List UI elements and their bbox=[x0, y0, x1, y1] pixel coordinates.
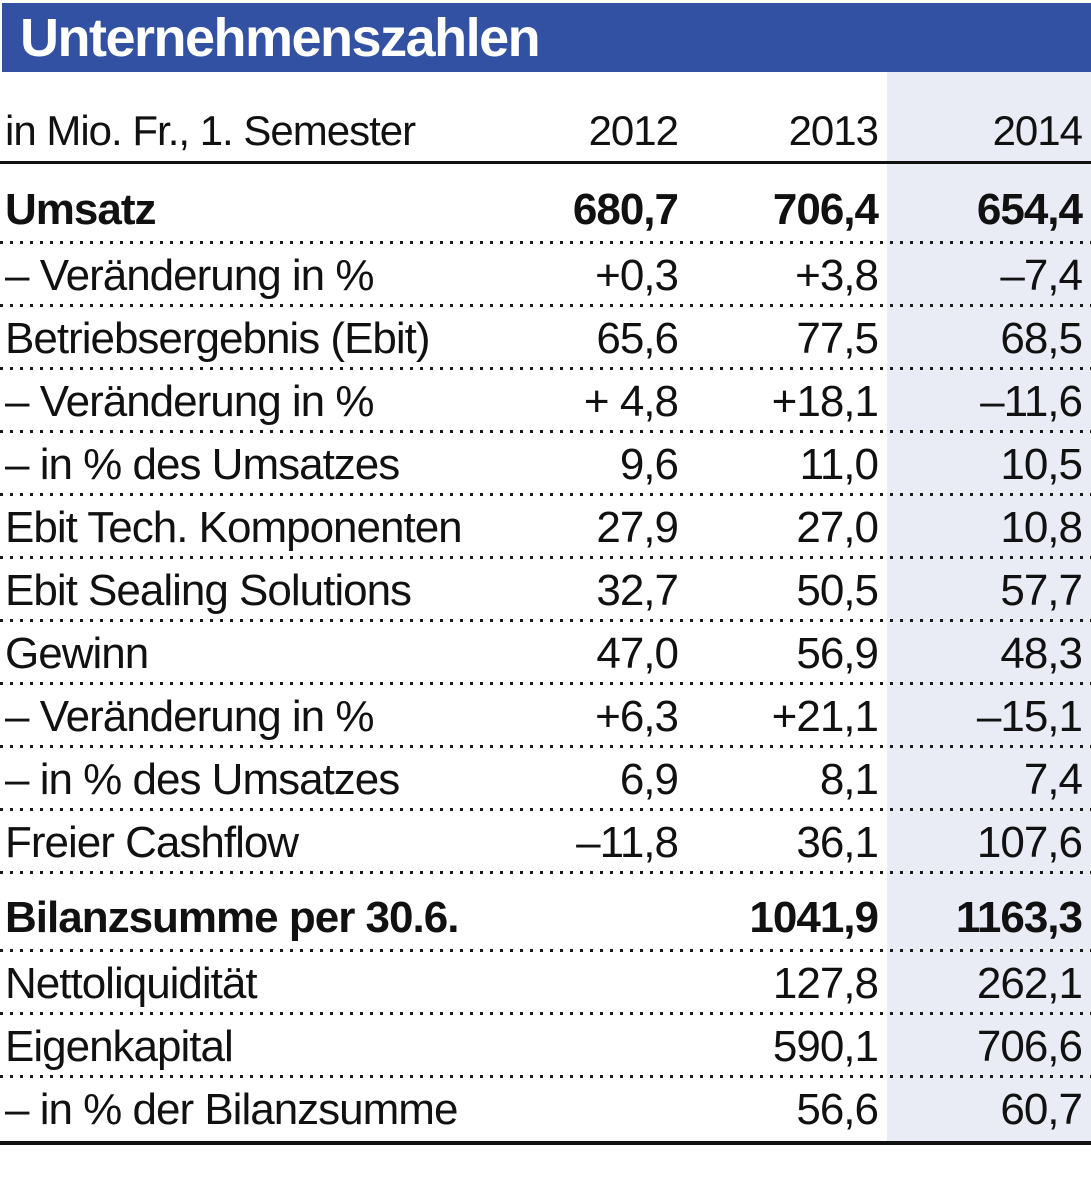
value-2013: 36,1 bbox=[796, 817, 879, 867]
value-2013: +3,8 bbox=[795, 250, 879, 300]
table-header-row: in Mio. Fr., 1. Semester 2012 2013 2014 bbox=[0, 72, 1091, 164]
row-label: – in % des Umsatzes bbox=[5, 754, 400, 804]
row-label: Eigenkapital bbox=[5, 1021, 234, 1071]
row-label: Ebit Sealing Solutions bbox=[5, 565, 412, 615]
unit-label: in Mio. Fr., 1. Semester bbox=[5, 107, 416, 154]
table-row: – in % des Umsatzes 9,6 11,0 10,5 bbox=[0, 433, 1091, 496]
financial-table: in Mio. Fr., 1. Semester 2012 2013 2014 … bbox=[0, 72, 1091, 1145]
table-row: – in % des Umsatzes 6,9 8,1 7,4 bbox=[0, 748, 1091, 811]
table-row: Nettoliquidität 127,8 262,1 bbox=[0, 952, 1091, 1015]
row-label: Umsatz bbox=[5, 185, 157, 234]
table-row: – in % der Bilanzsumme 56,6 60,7 bbox=[0, 1078, 1091, 1141]
row-label: – Veränderung in % bbox=[5, 691, 375, 741]
value-2014: 107,6 bbox=[976, 817, 1083, 867]
value-2013: 11,0 bbox=[799, 439, 879, 489]
value-2014: 706,6 bbox=[976, 1021, 1083, 1071]
value-2012: 680,7 bbox=[572, 185, 679, 234]
table-row: Ebit Sealing Solutions 32,7 50,5 57,7 bbox=[0, 559, 1091, 622]
value-2014: 60,7 bbox=[1000, 1084, 1083, 1134]
value-2012 bbox=[487, 940, 687, 952]
year-header-2013: 2013 bbox=[788, 107, 879, 154]
table-row: Freier Cashflow –11,8 36,1 107,6 bbox=[0, 811, 1091, 874]
table-row: Betriebsergebnis (Ebit) 65,6 77,5 68,5 bbox=[0, 307, 1091, 370]
value-2013: 56,9 bbox=[796, 628, 879, 678]
value-2014: 68,5 bbox=[1000, 313, 1083, 363]
value-2014: 654,4 bbox=[976, 185, 1083, 234]
table-row: Gewinn 47,0 56,9 48,3 bbox=[0, 622, 1091, 685]
row-label: Freier Cashflow bbox=[5, 817, 299, 867]
row-label: Nettoliquidität bbox=[5, 958, 258, 1008]
value-2012: 9,6 bbox=[619, 439, 679, 489]
row-label: Bilanzsumme per 30.6. bbox=[5, 893, 459, 942]
table-body: Umsatz 680,7 706,4 654,4 – Veränderung i… bbox=[0, 164, 1091, 1141]
value-2012: 65,6 bbox=[596, 313, 679, 363]
value-2012: + 4,8 bbox=[583, 376, 679, 426]
highlight-column-2014 bbox=[887, 72, 1091, 1141]
table-row: Ebit Tech. Komponenten 27,9 27,0 10,8 bbox=[0, 496, 1091, 559]
row-label: – Veränderung in % bbox=[5, 250, 375, 300]
row-label: Betriebsergebnis (Ebit) bbox=[5, 313, 431, 363]
value-2012: 32,7 bbox=[596, 565, 679, 615]
value-2014: –15,1 bbox=[976, 691, 1083, 741]
value-2012: 6,9 bbox=[619, 754, 679, 804]
value-2014: 10,5 bbox=[1000, 439, 1083, 489]
row-label: Gewinn bbox=[5, 628, 149, 678]
value-2012: 27,9 bbox=[596, 502, 679, 552]
row-label: – Veränderung in % bbox=[5, 376, 375, 426]
table-row: Bilanzsumme per 30.6. 1041,9 1163,3 bbox=[0, 874, 1091, 952]
table-row: – Veränderung in % +6,3 +21,1 –15,1 bbox=[0, 685, 1091, 748]
row-label: – in % des Umsatzes bbox=[5, 439, 400, 489]
value-2013: 590,1 bbox=[772, 1021, 879, 1071]
value-2013: 8,1 bbox=[819, 754, 879, 804]
value-2014: 10,8 bbox=[1000, 502, 1083, 552]
infographic-page: Unternehmenszahlen in Mio. Fr., 1. Semes… bbox=[0, 3, 1091, 1182]
value-2014: 262,1 bbox=[976, 958, 1083, 1008]
value-2012: –11,8 bbox=[576, 817, 679, 867]
value-2014: 7,4 bbox=[1023, 754, 1083, 804]
table-row: – Veränderung in % +0,3 +3,8 –7,4 bbox=[0, 244, 1091, 307]
page-title: Unternehmenszahlen bbox=[20, 7, 541, 68]
table-row: Eigenkapital 590,1 706,6 bbox=[0, 1015, 1091, 1078]
table-row: Umsatz 680,7 706,4 654,4 bbox=[0, 164, 1091, 244]
value-2013: 56,6 bbox=[796, 1084, 879, 1134]
year-header-2014: 2014 bbox=[992, 107, 1083, 154]
table-row: – Veränderung in % + 4,8 +18,1 –11,6 bbox=[0, 370, 1091, 433]
value-2013: +21,1 bbox=[771, 691, 879, 741]
value-2012: +6,3 bbox=[595, 691, 679, 741]
value-2013: +18,1 bbox=[771, 376, 879, 426]
row-label: – in % der Bilanzsumme bbox=[5, 1084, 458, 1134]
year-header-2012: 2012 bbox=[588, 107, 679, 154]
value-2012: 47,0 bbox=[596, 628, 679, 678]
value-2013: 50,5 bbox=[796, 565, 879, 615]
row-label: Ebit Tech. Komponenten bbox=[5, 502, 463, 552]
value-2013: 77,5 bbox=[796, 313, 879, 363]
value-2014: –7,4 bbox=[1000, 250, 1083, 300]
value-2013: 127,8 bbox=[772, 958, 879, 1008]
value-2014: –11,6 bbox=[980, 376, 1083, 426]
value-2013: 1041,9 bbox=[749, 893, 879, 942]
value-2014: 48,3 bbox=[1000, 628, 1083, 678]
value-2014: 1163,3 bbox=[955, 893, 1083, 942]
title-bar: Unternehmenszahlen bbox=[2, 3, 1091, 72]
value-2014: 57,7 bbox=[1000, 565, 1083, 615]
value-2013: 27,0 bbox=[796, 502, 879, 552]
value-2013: 706,4 bbox=[772, 185, 879, 234]
value-2012: +0,3 bbox=[595, 250, 679, 300]
